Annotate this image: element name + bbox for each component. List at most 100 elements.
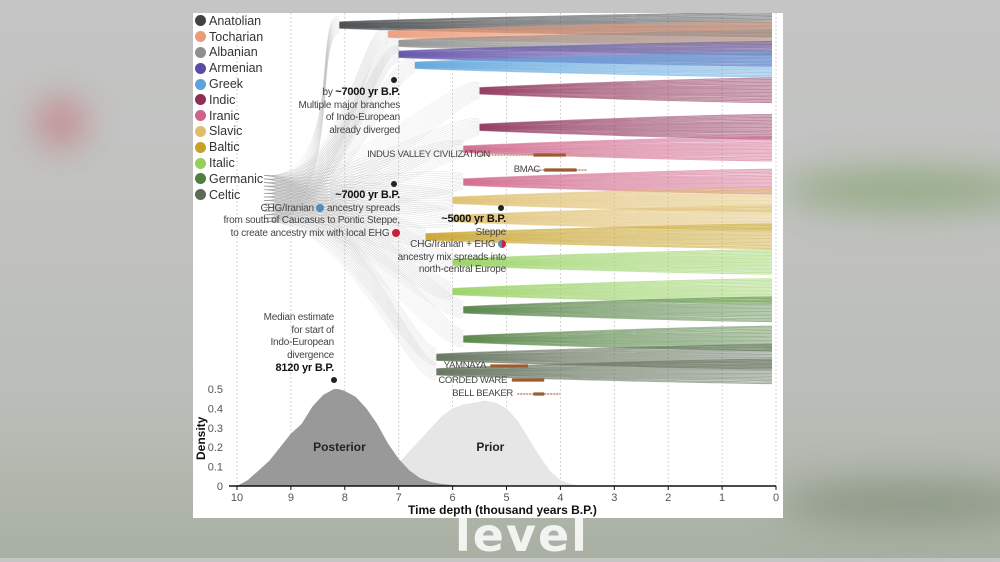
tree-ancestral-line: [263, 182, 453, 257]
tree-branch-celtic: [436, 362, 773, 371]
legend-item: Anatolian: [195, 13, 263, 29]
tree-ancestral-line: [263, 84, 480, 183]
tree-ancestral-line: [263, 48, 399, 183]
tree-branch-tocharian: [387, 26, 773, 34]
legend-label: Germanic: [209, 171, 264, 186]
tree-branch-iranic: [463, 140, 773, 148]
tree-ancestral-line: [263, 203, 437, 359]
x-tick-label: 1: [719, 492, 725, 504]
tree-ancestral-line: [263, 151, 464, 208]
background-blur-red: [38, 100, 83, 145]
y-axis-title: Density: [194, 416, 208, 460]
tree-ancestral-line: [263, 85, 480, 187]
tree-ancestral-line: [263, 53, 399, 198]
tree-ancestral-line: [263, 185, 453, 196]
tree-ancestral-line: [263, 154, 464, 216]
tree-ancestral-line: [263, 66, 415, 205]
tree-ancestral-line: [263, 203, 426, 239]
ann-line: divergence: [287, 349, 334, 361]
tree-ancestral-line: [263, 189, 464, 336]
ann-line: Median estimate: [263, 312, 335, 323]
annotation-pin: [391, 181, 397, 187]
tree-ancestral-line: [263, 51, 399, 194]
tree-ancestral-line: [263, 41, 388, 223]
series-label-posterior: Posterior: [313, 440, 366, 454]
tree-ancestral-line: [263, 200, 426, 238]
tree-ancestral-line: [263, 207, 464, 342]
median-pin: [331, 377, 337, 383]
tree-branch-slavic: [452, 210, 773, 218]
y-tick-label: 0.5: [208, 384, 223, 396]
tree-ancestral-line: [263, 26, 340, 205]
tree-branch-italic: [452, 254, 773, 262]
tree-ancestral-line: [263, 218, 453, 298]
posterior-density-area: [237, 389, 464, 486]
tree-ancestral-line: [263, 92, 480, 205]
tree-ancestral-line: [263, 178, 453, 194]
tree-ancestral-line: [263, 175, 437, 350]
annotation-7000-chg: ~7000 yr B.P. CHG/Iranian ancestry sprea…: [223, 189, 400, 240]
tree-ancestral-line: [263, 20, 340, 187]
x-tick-label: 5: [503, 492, 509, 504]
legend-label: Iranic: [209, 108, 240, 123]
annotation-7000-branches: by ~7000 yr B.P. Multiple major branches…: [298, 86, 400, 137]
tree-ancestral-line: [263, 36, 399, 180]
tree-ancestral-line: [263, 68, 415, 212]
tree-ancestral-line: [263, 34, 399, 176]
tree-ancestral-line: [263, 207, 453, 266]
tree-ancestral-line: [263, 189, 464, 223]
tree-ancestral-line: [263, 193, 464, 337]
culture-label: INDUS VALLEY CIVILIZATION: [367, 149, 490, 160]
tree-ancestral-line: [263, 221, 453, 300]
tree-ancestral-line: [263, 178, 437, 366]
tree-ancestral-line: [263, 59, 415, 183]
ann-line: for start of: [291, 324, 334, 336]
tree-ancestral-line: [263, 178, 437, 351]
tree-ancestral-line: [263, 39, 388, 216]
tree-ancestral-line: [263, 200, 453, 292]
tree-ancestral-line: [263, 93, 480, 208]
prior-density-area: [387, 400, 582, 486]
tree-ancestral-line: [263, 189, 426, 234]
tree-ancestral-line: [263, 203, 453, 294]
tree-branch-celtic: [436, 361, 773, 371]
tree-ancestral-line: [263, 193, 453, 199]
ann-bold: ~7000 yr B.P.: [335, 189, 400, 201]
x-tick-label: 7: [396, 492, 402, 504]
tree-branch-celtic: [436, 365, 773, 372]
y-tick-label: 0: [217, 481, 223, 493]
tree-ancestral-line: [263, 176, 464, 188]
tree-ancestral-line: [263, 214, 464, 316]
tree-ancestral-line: [263, 35, 388, 205]
tree-ancestral-line: [263, 156, 464, 223]
tree-branch-celtic: [436, 349, 773, 357]
legend-swatch: [195, 15, 206, 27]
tree-ancestral-line: [263, 17, 340, 180]
tree-ancestral-line: [263, 57, 399, 212]
tree-ancestral-line: [263, 182, 464, 334]
tree-branch-greek: [414, 54, 773, 64]
tree-branch-albanian: [398, 37, 773, 43]
tree-branch-tocharian: [387, 28, 773, 34]
x-tick-label: 4: [557, 492, 563, 504]
tree-branch-slavic: [452, 209, 773, 218]
tree-ancestral-line: [263, 202, 453, 208]
tree-ancestral-line: [263, 196, 453, 291]
tree-ancestral-line: [263, 50, 399, 223]
tree-ancestral-line: [263, 196, 453, 262]
tree-ancestral-line: [263, 175, 453, 255]
tree-branch-anatolian: [339, 14, 773, 24]
legend-item: Germanic: [195, 171, 263, 187]
chg-iranian-dot-icon: [316, 203, 325, 212]
tree-ancestral-line: [263, 133, 480, 219]
tree-ancestral-line: [263, 174, 464, 184]
annotation-median: Median estimate for start of Indo-Europe…: [263, 312, 335, 376]
tree-branch-anatolian: [339, 17, 773, 25]
tree-ancestral-line: [263, 206, 453, 219]
culture-label: BELL BEAKER: [452, 388, 513, 399]
tree-branch-iranic: [463, 151, 773, 162]
tree-branch-iranic: [463, 174, 773, 182]
tree-branch-greek: [414, 57, 773, 65]
tree-ancestral-line: [263, 185, 464, 335]
legend-label: Indic: [209, 92, 236, 107]
